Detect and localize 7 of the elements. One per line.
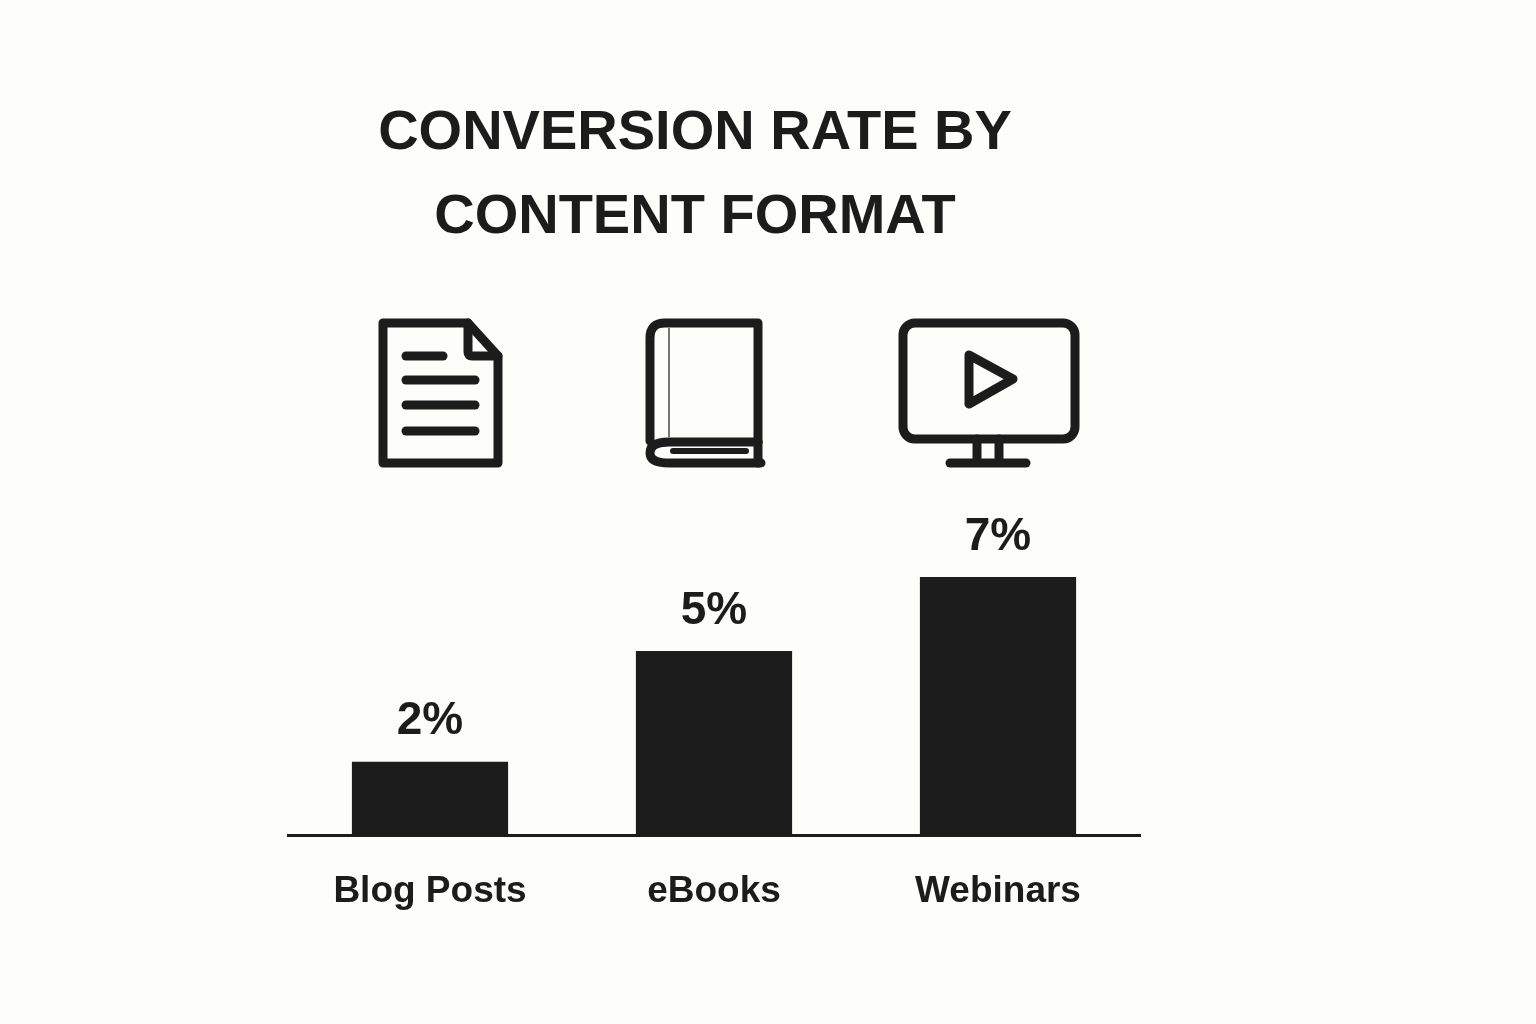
data-label: 2% bbox=[396, 692, 464, 745]
x-tick-label: Webinars bbox=[915, 869, 1081, 910]
data-label: 7% bbox=[964, 507, 1032, 560]
data-label: 5% bbox=[680, 581, 748, 634]
chart-title: CONVERSION RATE BY CONTENT FORMAT bbox=[377, 97, 1013, 247]
x-tick-label: eBooks bbox=[647, 869, 781, 910]
x-tick-label: Blog Posts bbox=[333, 869, 527, 910]
